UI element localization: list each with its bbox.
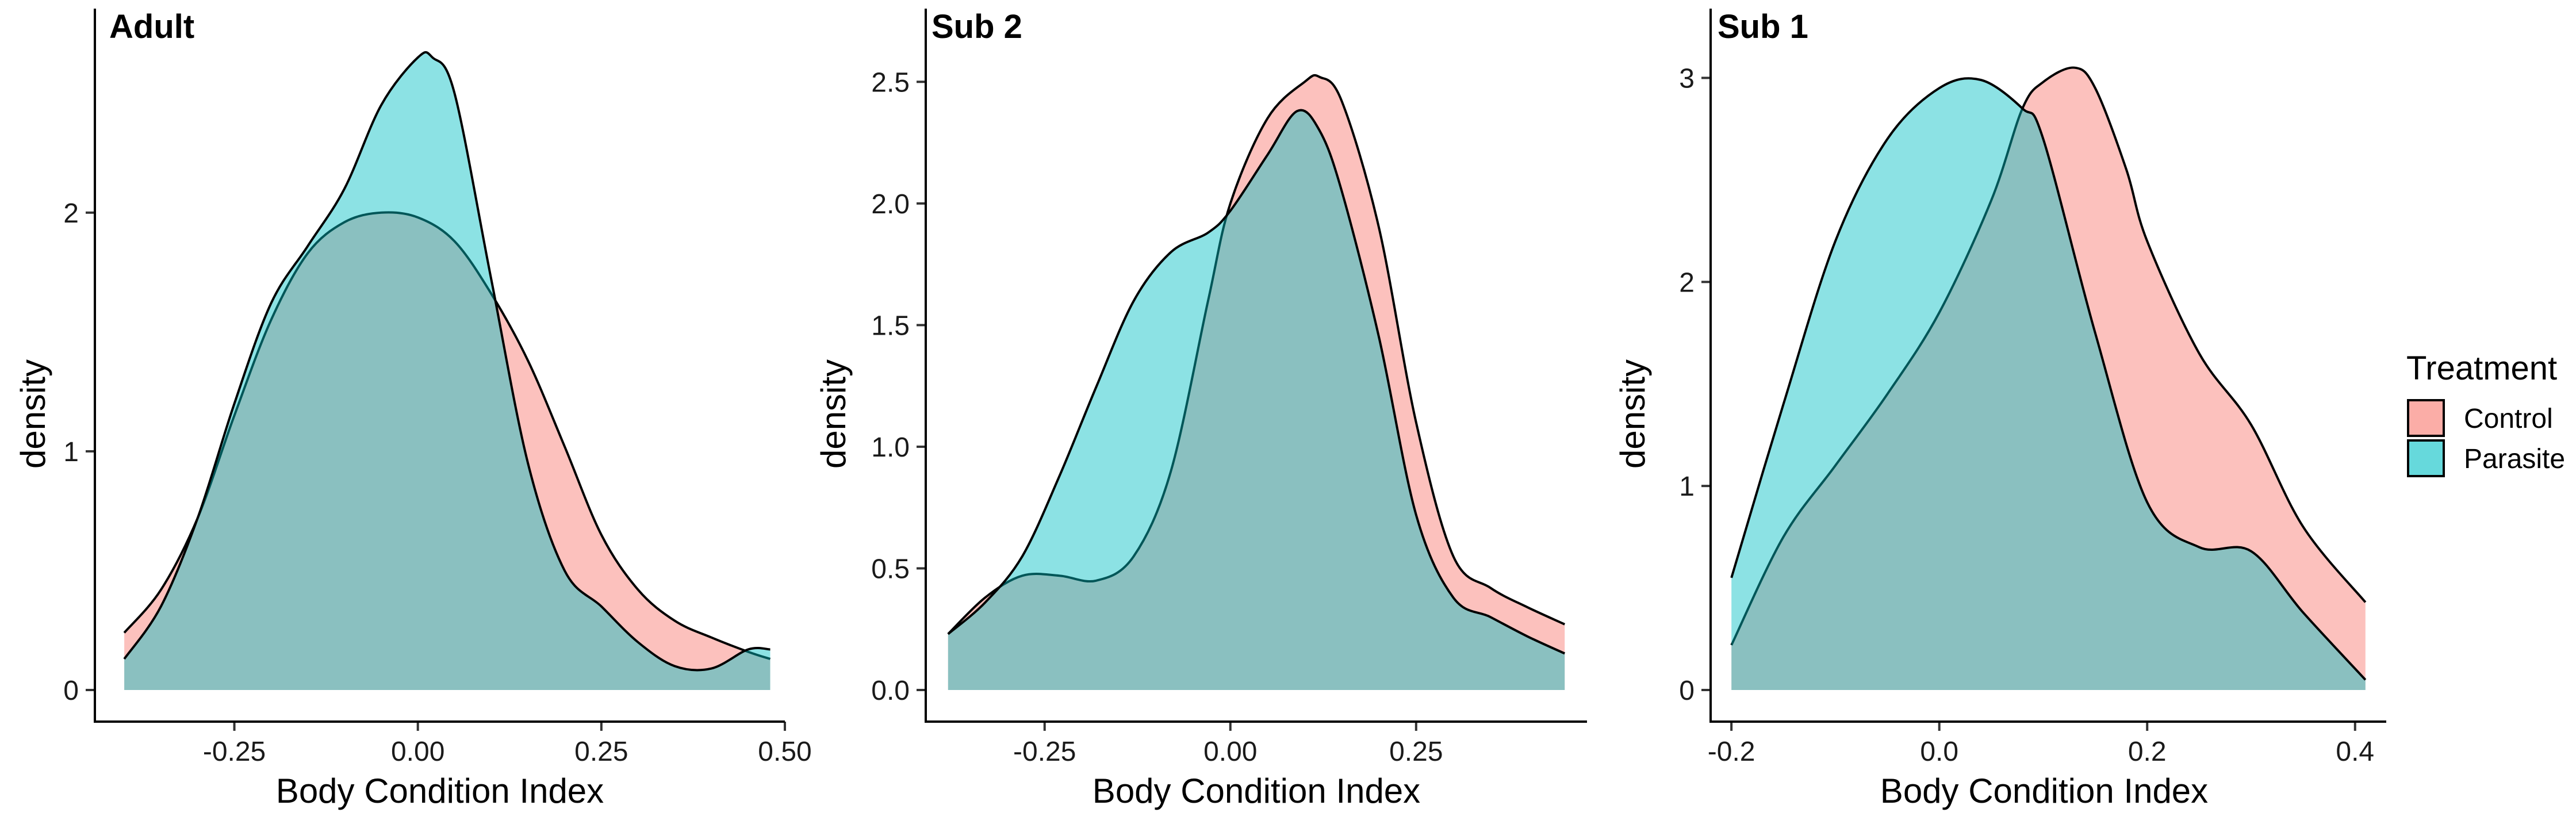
x-axis-title: Body Condition Index	[1092, 772, 1420, 810]
density-areas	[123, 51, 771, 691]
x-tick-label: 0.50	[758, 737, 811, 767]
y-axis-title: density	[1613, 359, 1652, 469]
density-line-parasite	[947, 109, 1566, 655]
legend-title: Treatment	[2406, 350, 2557, 387]
density-line-control	[1730, 66, 2367, 646]
x-tick-label: 0.4	[2336, 737, 2374, 767]
legend-label-control: Control	[2464, 404, 2553, 434]
y-tick-label: 0	[1679, 676, 1695, 706]
y-tick-label: 0.0	[871, 676, 910, 706]
x-tick-label: 0.00	[391, 737, 444, 767]
y-tick-label: 2	[1679, 267, 1695, 298]
x-tick-label: -0.25	[1013, 737, 1076, 767]
legend-swatch-parasite	[2407, 439, 2445, 477]
y-tick-label: 2	[63, 198, 79, 229]
x-axis-title: Body Condition Index	[276, 772, 604, 810]
x-tick-label: -0.2	[1708, 737, 1755, 767]
x-tick-label: 0.00	[1203, 737, 1257, 767]
panel-sub-2: Sub 2 density Body Condition Index -0.25…	[814, 8, 1587, 810]
density-areas	[1730, 66, 2367, 691]
legend-label-parasite: Parasite	[2464, 444, 2565, 474]
x-tick-label: 0.0	[1920, 737, 1958, 767]
density-area-parasite	[1731, 78, 2366, 691]
x-tick-label: 0.25	[1389, 737, 1443, 767]
y-tick-label: 1	[63, 437, 79, 467]
y-tick-label: 0	[63, 676, 79, 706]
y-tick-label: 0.5	[871, 554, 910, 584]
density-area-control	[1731, 67, 2366, 691]
panel-adult: Adult density Body Condition Index -0.25…	[14, 8, 812, 810]
axis-ticks: -0.2 0.0 0.2 0.4 0 1 2 3	[1679, 63, 2374, 767]
density-areas	[947, 74, 1566, 691]
y-tick-label: 1.0	[871, 432, 910, 463]
density-area-parasite	[124, 52, 770, 691]
density-line-control	[123, 211, 771, 660]
y-tick-label: 2.0	[871, 189, 910, 220]
density-line-parasite	[1730, 77, 2367, 681]
x-axis-title: Body Condition Index	[1880, 772, 2208, 810]
density-area-parasite	[948, 110, 1565, 691]
panel-sub-1: Sub 1 density Body Condition Index -0.2 0…	[1613, 8, 2386, 810]
y-tick-label: 3	[1679, 63, 1695, 94]
axis-ticks: -0.25 0.00 0.25 0.0 0.5 1.0 1.5 2.0 2.5	[871, 67, 1443, 767]
y-tick-label: 2.5	[871, 67, 910, 98]
x-tick-label: -0.25	[203, 737, 266, 767]
density-line-parasite	[123, 51, 770, 672]
y-axis-title: density	[14, 359, 52, 469]
density-area-control	[124, 212, 770, 690]
x-tick-label: 0.25	[574, 737, 628, 767]
panel-title: Sub 2	[931, 8, 1022, 45]
y-tick-label: 1	[1679, 471, 1695, 502]
axis-ticks: -0.25 0.00 0.25 0.50 0 1 2	[63, 198, 811, 767]
panel-title: Adult	[109, 8, 194, 45]
legend: Treatment Control Parasite	[2406, 350, 2565, 477]
panel-title: Sub 1	[1718, 8, 1808, 45]
legend-swatch-control	[2407, 399, 2445, 437]
y-axis-title: density	[814, 359, 853, 469]
y-tick-label: 1.5	[871, 310, 910, 341]
density-area-control	[948, 75, 1565, 691]
density-line-control	[947, 74, 1566, 635]
x-tick-label: 0.2	[2128, 737, 2167, 767]
